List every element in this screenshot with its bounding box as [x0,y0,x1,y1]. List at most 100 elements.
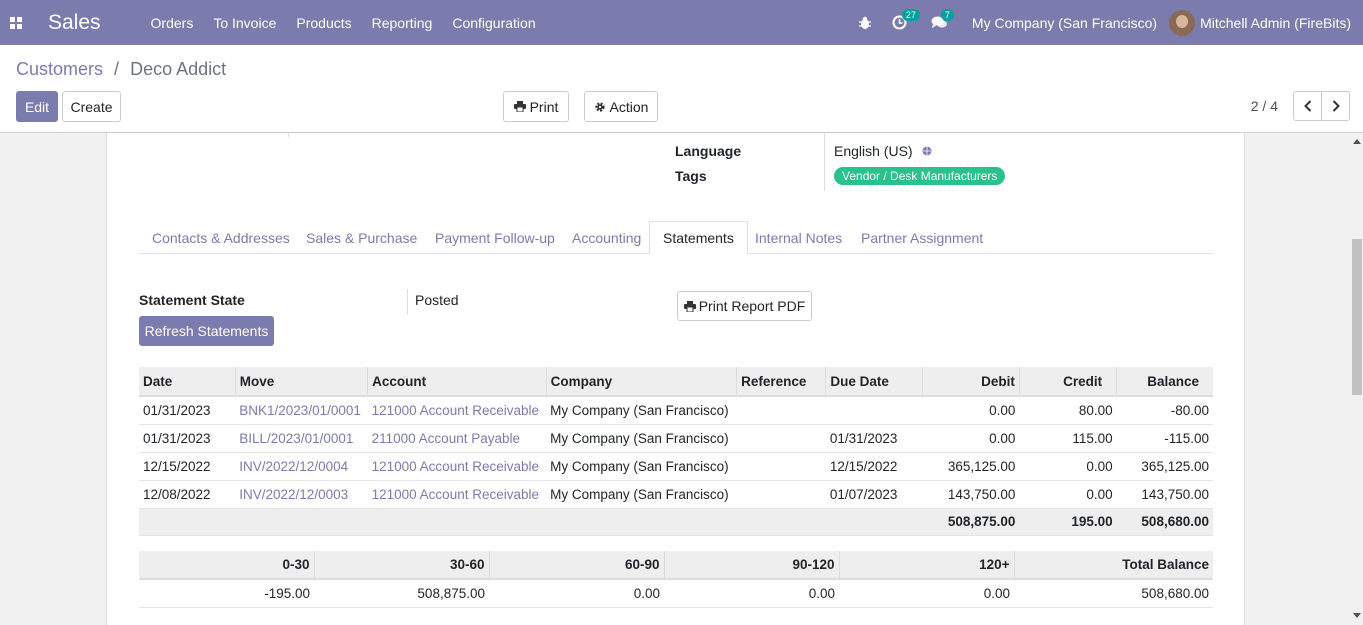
tab-internal-notes[interactable]: Internal Notes [755,229,843,246]
cell-company: My Company (San Francisco) [546,424,737,453]
printer-icon [683,300,696,312]
table-row[interactable]: 01/31/2023 BNK1/2023/01/0001 121000 Acco… [139,396,1213,425]
table-row[interactable]: 12/15/2022 INV/2022/12/0004 121000 Accou… [139,452,1213,481]
divider [824,133,825,191]
aging-values-row: -195.00 508,875.00 0.00 0.00 0.00 508,68… [139,579,1213,608]
scrollbar-thumb[interactable] [1352,239,1362,395]
top-navbar: Sales Orders To Invoice Products Reporti… [0,0,1363,45]
scrollbar[interactable] [1351,133,1363,625]
scroll-up-icon[interactable] [1353,139,1361,144]
table-row[interactable]: 01/31/2023 BILL/2023/01/0001 211000 Acco… [139,424,1213,453]
total-credit: 195.00 [1019,508,1117,536]
col-balance[interactable]: Balance [1116,367,1213,397]
cell-account[interactable]: 211000 Account Payable [367,424,547,453]
cell-move[interactable]: BILL/2023/01/0001 [235,424,368,453]
tab-accounting[interactable]: Accounting [572,229,642,246]
cell-move[interactable]: BNK1/2023/01/0001 [235,396,368,425]
create-button[interactable]: Create [62,91,121,122]
breadcrumb-customers[interactable]: Customers [16,59,104,79]
col-company[interactable]: Company [545,367,737,397]
menu-products[interactable]: Products [296,14,352,31]
language-label: Language [675,143,742,159]
menu-orders[interactable]: Orders [150,14,194,31]
cell-reference [736,480,826,509]
col-move[interactable]: Move [234,367,368,397]
totals-row: 508,875.00 195.00 508,680.00 [139,508,1213,536]
table-row[interactable]: 12/08/2022 INV/2022/12/0003 121000 Accou… [139,480,1213,509]
pager-next-button[interactable] [1321,91,1350,121]
cell-credit: 80.00 [1019,396,1117,425]
messages-icon[interactable]: 7 [931,9,954,30]
scroll-down-icon[interactable] [1353,613,1361,618]
pager-value[interactable]: 2 / 4 [1250,98,1278,114]
cell-move[interactable]: INV/2022/12/0003 [235,480,368,509]
cell-debit: 143,750.00 [922,480,1020,509]
cell-account[interactable]: 121000 Account Receivable [367,396,547,425]
col-date[interactable]: Date [139,367,236,397]
activity-badge: 27 [901,9,920,21]
aging-header-row: 0-30 30-60 60-90 90-120 120+ Total Balan… [139,551,1213,580]
pager-previous-button[interactable] [1293,91,1322,121]
tab-partner-assignment[interactable]: Partner Assignment [861,229,984,246]
activity-icon[interactable]: 27 [892,9,920,30]
language-value: English (US) [834,143,932,159]
edit-button[interactable]: Edit [16,91,58,122]
refresh-statements-button[interactable]: Refresh Statements [139,316,274,346]
bug-icon[interactable] [858,16,872,30]
globe-icon[interactable] [922,146,932,156]
gear-icon [594,101,605,112]
systray: 27 7 My Company (San Francisco) Mitchell… [848,0,1363,45]
tab-payment-follow-up[interactable]: Payment Follow-up [435,229,555,246]
col-debit[interactable]: Debit [921,367,1020,397]
tags-label: Tags [675,168,707,184]
col-credit[interactable]: Credit [1018,367,1117,397]
aging-col-0-30: 0-30 [139,551,314,580]
messages-badge: 7 [940,9,954,21]
statement-state-label: Statement State [139,292,245,308]
tab-contacts-addresses[interactable]: Contacts & Addresses [152,229,290,246]
cell-company: My Company (San Francisco) [546,480,737,509]
col-account[interactable]: Account [367,367,547,397]
tab-sales-purchase[interactable]: Sales & Purchase [306,229,418,246]
notebook-tabs: Contacts & Addresses Sales & Purchase Pa… [139,221,1213,255]
chevron-right-icon [1332,100,1340,112]
cell-reference [736,396,826,425]
aging-col-90-120: 90-120 [663,551,839,580]
cell-company: My Company (San Francisco) [546,452,737,481]
cell-due-date: 12/15/2022 [825,452,923,481]
tag-badge[interactable]: Vendor / Desk Manufacturers [834,167,1006,185]
cell-balance: -115.00 [1116,424,1213,453]
cell-due-date: 01/31/2023 [825,424,923,453]
print-report-label: Print Report PDF [698,298,806,314]
total-balance: 508,680.00 [1116,508,1213,536]
aging-value: 0.00 [664,579,839,608]
cell-account[interactable]: 121000 Account Receivable [367,452,547,481]
aging-col-total-balance: Total Balance [1013,551,1213,580]
col-reference[interactable]: Reference [736,367,826,397]
menu-configuration[interactable]: Configuration [452,14,536,31]
cell-company: My Company (San Francisco) [546,396,737,425]
print-report-pdf-button[interactable]: Print Report PDF [677,291,812,321]
action-label: Action [609,98,649,115]
print-button[interactable]: Print [503,91,569,122]
app-brand[interactable]: Sales [48,10,101,34]
menu-reporting[interactable]: Reporting [371,14,433,31]
form-view: Language English (US) Tags Vendor / Desk… [0,133,1351,625]
cell-date: 01/31/2023 [139,396,236,425]
cell-account[interactable]: 121000 Account Receivable [367,480,547,509]
control-panel: Customers / Deco Addict Edit Create Prin… [0,45,1363,133]
cell-balance: 143,750.00 [1116,480,1213,509]
action-button[interactable]: Action [584,91,658,122]
menu-to-invoice[interactable]: To Invoice [213,14,277,31]
aging-col-30-60: 30-60 [313,551,489,580]
company-switcher[interactable]: My Company (San Francisco) [971,14,1158,31]
tab-statements[interactable]: Statements [649,221,748,255]
table-header-row: Date Move Account Company Reference Due … [139,367,1213,397]
apps-menu-icon[interactable] [0,0,32,45]
aging-value: 508,875.00 [314,579,489,608]
col-due-date[interactable]: Due Date [825,367,923,397]
cell-move[interactable]: INV/2022/12/0004 [235,452,368,481]
user-menu[interactable]: Mitchell Admin (FireBits) [1169,9,1351,36]
printer-icon [513,101,526,112]
cell-balance: 365,125.00 [1116,452,1213,481]
